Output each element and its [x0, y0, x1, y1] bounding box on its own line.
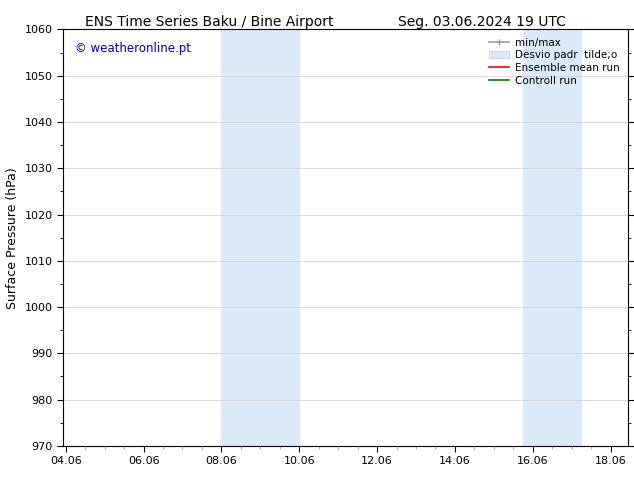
- Bar: [221, 29, 299, 446]
- Bar: [522, 29, 581, 446]
- Text: Seg. 03.06.2024 19 UTC: Seg. 03.06.2024 19 UTC: [398, 15, 566, 29]
- Text: © weatheronline.pt: © weatheronline.pt: [75, 42, 191, 55]
- Text: ENS Time Series Baku / Bine Airport: ENS Time Series Baku / Bine Airport: [85, 15, 333, 29]
- Y-axis label: Surface Pressure (hPa): Surface Pressure (hPa): [6, 167, 19, 309]
- Legend: min/max, Desvio padr  tilde;o, Ensemble mean run, Controll run: min/max, Desvio padr tilde;o, Ensemble m…: [486, 35, 623, 89]
